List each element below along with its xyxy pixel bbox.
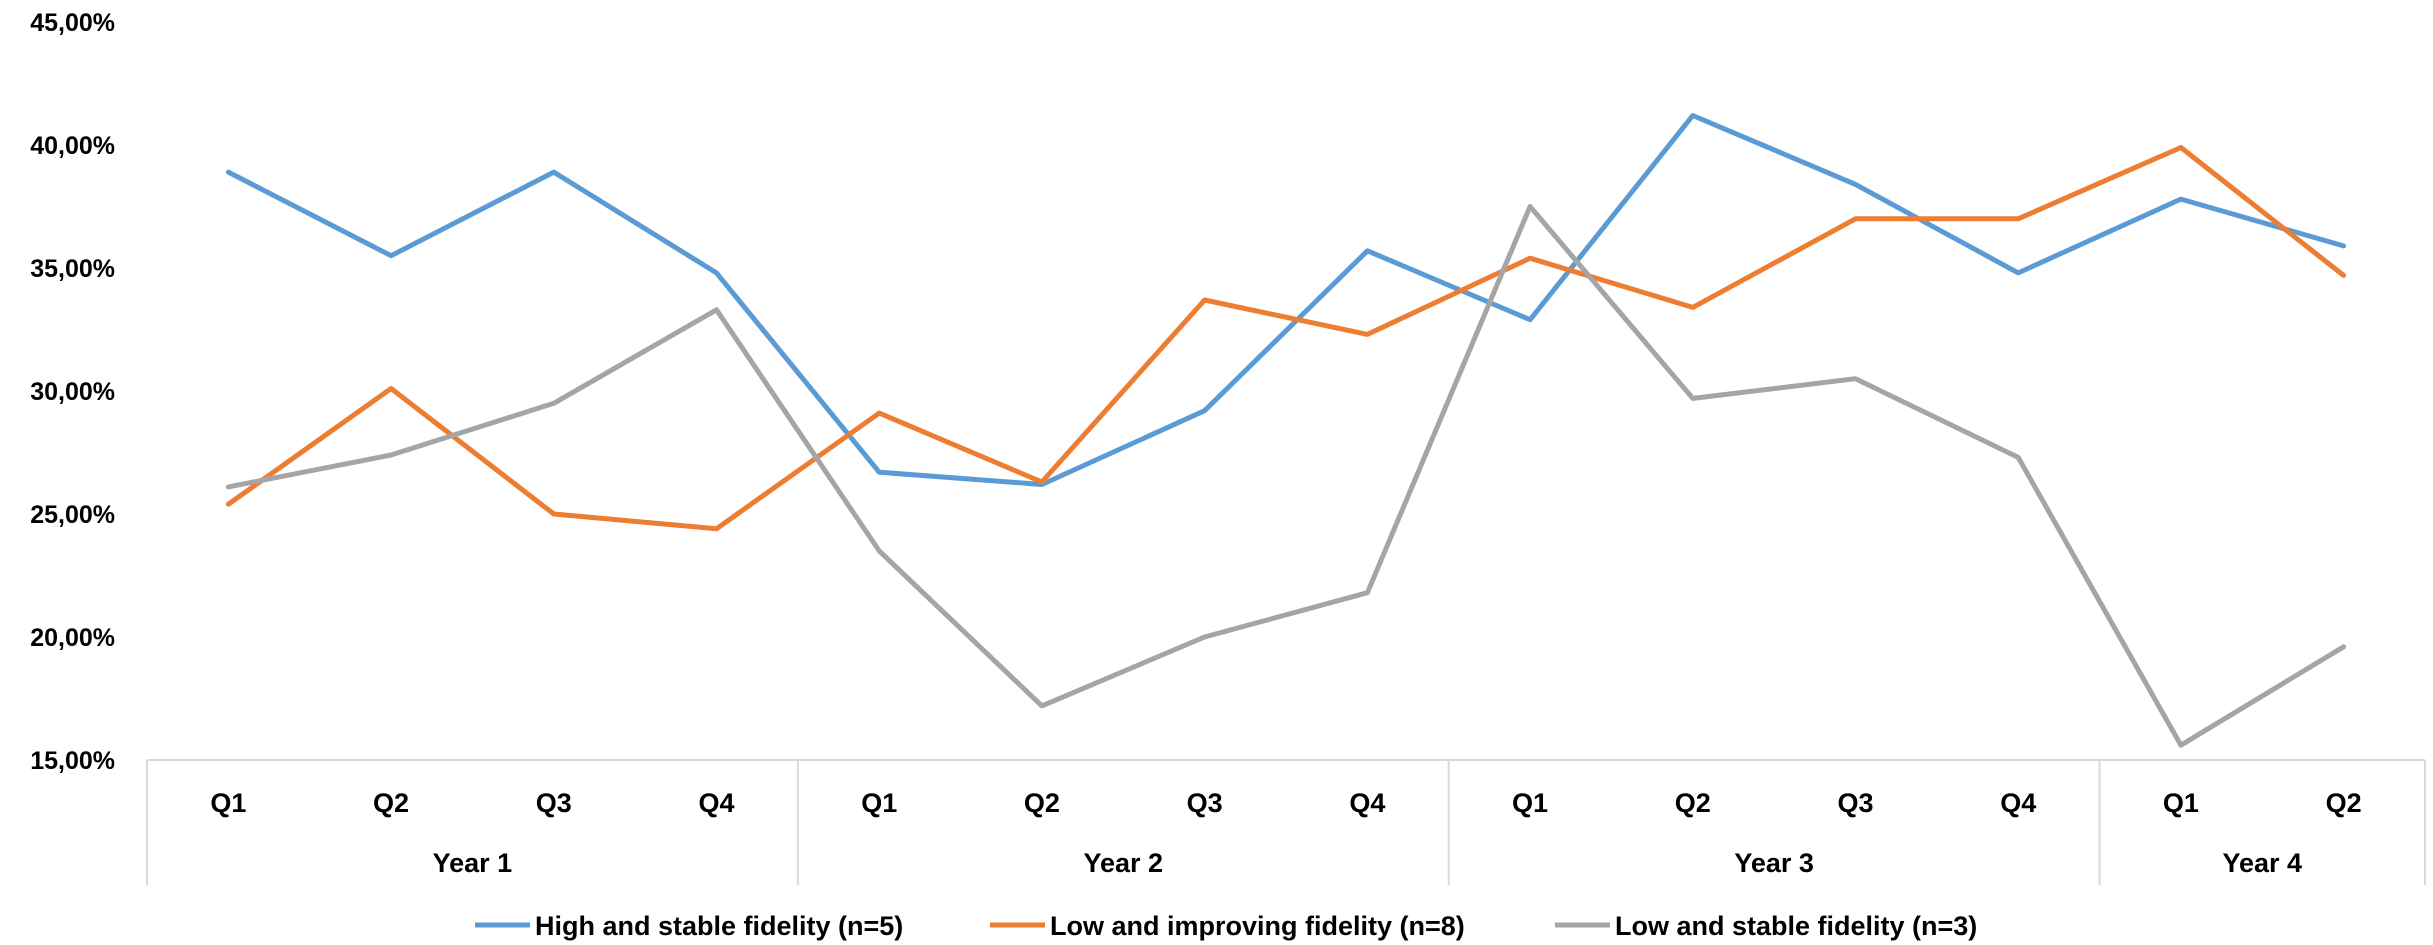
series-line-2 (225, 145, 2347, 532)
x-tick-label: Q3 (536, 788, 572, 818)
x-tick-label: Q1 (1512, 788, 1548, 818)
x-tick-label: Q4 (2000, 788, 2036, 818)
y-tick-label: 45,00% (30, 9, 115, 37)
x-tick-label: Q1 (861, 788, 897, 818)
y-tick-label: 35,00% (30, 255, 115, 283)
legend: High and stable fidelity (n=5) Low and im… (475, 911, 1977, 941)
x-tick-label: Q4 (1349, 788, 1385, 818)
x-tick-label: Q2 (373, 788, 409, 818)
x-axis: Q1 Q2 Q3 Q4 Q1 Q2 Q3 Q4 Q1 Q2 Q3 Q4 Q1 Q2 Year 1 Year 2… (146, 759, 2426, 885)
series-lines (225, 113, 2347, 748)
x-tick-label: Q2 (1675, 788, 1711, 818)
x-tick-label: Q1 (210, 788, 246, 818)
x-group-label: Year 1 (433, 848, 513, 878)
legend-label: Low and improving fidelity (n=8) (1050, 911, 1465, 941)
y-tick-label: 15,00% (30, 747, 115, 775)
legend-label: High and stable fidelity (n=5) (535, 911, 903, 941)
series-line-3 (225, 204, 2347, 748)
y-tick-label: 30,00% (30, 378, 115, 406)
x-tick-label: Q3 (1837, 788, 1873, 818)
x-tick-label: Q3 (1187, 788, 1223, 818)
x-group-label: Year 2 (1083, 848, 1163, 878)
x-tick-label: Q4 (698, 788, 734, 818)
y-tick-label: 40,00% (30, 132, 115, 160)
legend-label: Low and stable fidelity (n=3) (1615, 911, 1977, 941)
y-tick-label: 25,00% (30, 501, 115, 529)
y-axis: 15,00% 20,00% 25,00% 30,00% 35,00% 40,00% 45,0… (30, 9, 115, 775)
series-line-1 (225, 113, 2347, 487)
x-group-label: Year 4 (2222, 848, 2302, 878)
x-tick-label: Q1 (2163, 788, 2199, 818)
y-tick-label: 20,00% (30, 624, 115, 652)
x-tick-label: Q2 (2326, 788, 2362, 818)
x-tick-label: Q2 (1024, 788, 1060, 818)
x-group-label: Year 3 (1734, 848, 1814, 878)
